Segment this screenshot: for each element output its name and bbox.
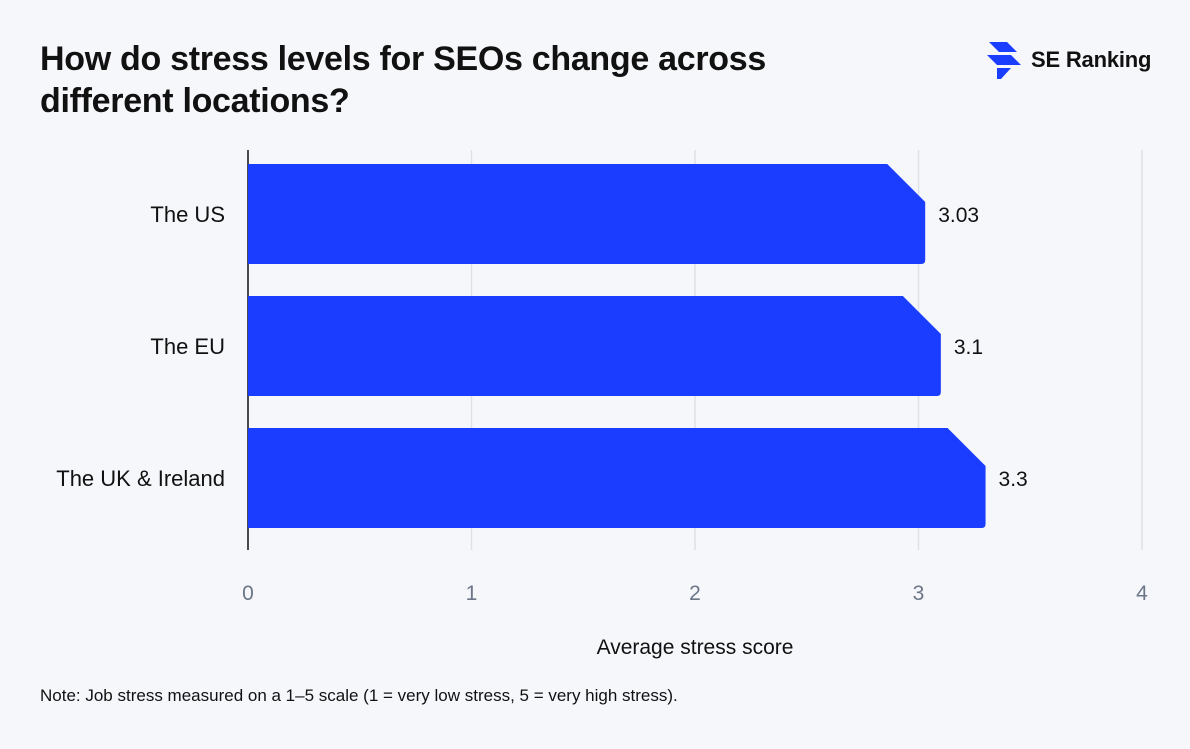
bar [248, 164, 926, 264]
x-tick-label: 2 [689, 582, 701, 605]
x-axis-ticks: 0 1 2 3 4 [242, 582, 1148, 605]
category-labels: The US The EU The UK & Ireland [56, 202, 225, 491]
footnote: Note: Job stress measured on a 1–5 scale… [40, 686, 678, 705]
bars [248, 164, 986, 528]
x-tick-label: 4 [1136, 582, 1148, 605]
brand-name: SE Ranking [1031, 47, 1152, 72]
x-tick-label: 3 [913, 582, 925, 605]
category-label: The US [150, 202, 225, 227]
x-tick-label: 1 [466, 582, 478, 605]
se-ranking-logo-icon [987, 42, 1021, 79]
value-label: 3.03 [938, 204, 979, 227]
chart-title: How do stress levels for SEOs change acr… [40, 40, 766, 120]
bar [248, 296, 941, 396]
value-labels: 3.03 3.1 3.3 [938, 204, 1028, 491]
brand-logo: SE Ranking [985, 40, 1151, 80]
bar [248, 428, 986, 528]
value-label: 3.1 [954, 336, 983, 359]
x-axis-label: Average stress score [597, 636, 794, 659]
value-label: 3.3 [999, 468, 1028, 491]
x-tick-label: 0 [242, 582, 254, 605]
category-label: The EU [150, 334, 225, 359]
category-label: The UK & Ireland [56, 466, 225, 491]
